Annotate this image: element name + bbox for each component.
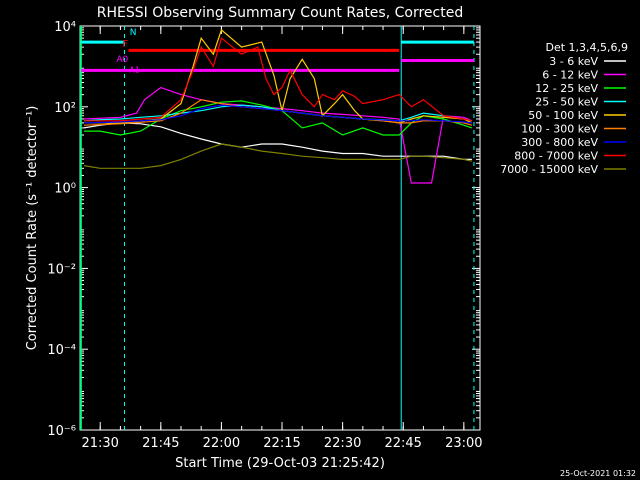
flag-annotation: N [130, 28, 137, 38]
legend-label: 50 - 100 keV [528, 109, 598, 122]
series-line [84, 28, 473, 124]
legend-label: 12 - 25 keV [535, 82, 598, 95]
series-line [83, 86, 473, 184]
legend-label: 300 - 800 keV [521, 136, 598, 149]
flag-annotation: F [122, 39, 128, 50]
series-line [84, 100, 473, 136]
y-tick-label: 10⁻² [47, 262, 76, 277]
legend-label: 25 - 50 keV [535, 96, 598, 109]
series-line [83, 122, 472, 160]
legend-label: 7000 - 15000 keV [500, 163, 598, 176]
legend-title: Det 1,3,4,5,6,9 [545, 41, 628, 54]
y-tick-label: 10⁰ [54, 182, 76, 197]
series-line [83, 143, 473, 169]
y-tick-label: 10⁻⁶ [47, 424, 76, 439]
y-tick-label: 10⁴ [54, 20, 76, 35]
data-series [83, 28, 473, 184]
y-tick-label: 10² [54, 101, 76, 116]
x-tick-label: 22:30 [324, 436, 361, 451]
x-tick-label: 23:00 [445, 436, 482, 451]
legend-label: 3 - 6 keV [549, 55, 598, 68]
y-tick-label: 10⁻⁴ [47, 343, 76, 358]
legend-label: 6 - 12 keV [542, 69, 598, 82]
chart-title: RHESSI Observing Summary Count Rates, Co… [97, 5, 463, 21]
x-tick-label: 22:15 [263, 436, 300, 451]
series-line [84, 37, 473, 122]
series-line [83, 104, 472, 124]
x-tick-label: 22:45 [384, 436, 421, 451]
flag-annotation: A1 [129, 66, 140, 75]
legend-label: 100 - 300 keV [521, 123, 598, 136]
x-tick-label: 22:00 [203, 436, 240, 451]
plot-frame [79, 25, 481, 431]
tick-labels: 21:30 21:45 22:00 22:15 22:30 22:45 23:00 10⁻⁶ 1… [47, 20, 482, 451]
x-axis-label: Start Time (29-Oct-03 21:25:42) [175, 456, 385, 471]
flag-annotation: A0 [116, 55, 128, 65]
legend-label: 800 - 7000 keV [514, 150, 598, 163]
x-tick-label: 21:30 [81, 436, 118, 451]
axes [79, 25, 480, 431]
x-tick-label: 21:45 [142, 436, 179, 451]
y-axis-label: Corrected Count Rate (s⁻¹ detector⁻¹) [25, 106, 40, 351]
footer-date: 25-Oct-2021 01:32 [560, 469, 636, 478]
